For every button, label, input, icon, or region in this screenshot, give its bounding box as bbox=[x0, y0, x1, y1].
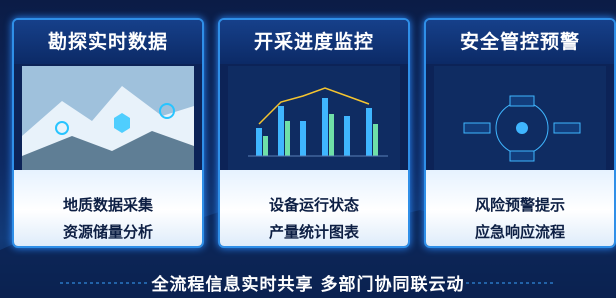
chart-image bbox=[228, 66, 400, 176]
panel-line: 产量统计图表 bbox=[220, 221, 408, 242]
diagram-image bbox=[434, 66, 606, 176]
panel: 安全管控预警 风险预警提示 应急响应流程 bbox=[424, 18, 616, 248]
panel-line: 风险预警提示 bbox=[426, 194, 614, 215]
panel: 开采进度监控 设备运行状态 产量统计图表 bbox=[218, 18, 410, 248]
banner: 勘探实时数据 地质数据采集 资源储量分析 开采进度监控 bbox=[0, 0, 616, 298]
panel-line: 应急响应流程 bbox=[426, 221, 614, 242]
footer-slogan: 全流程信息实时共享 多部门协同联云动 bbox=[0, 270, 616, 295]
panel-line: 资源储量分析 bbox=[14, 221, 202, 242]
panel-title: 安全管控预警 bbox=[426, 20, 614, 64]
panel: 勘探实时数据 地质数据采集 资源储量分析 bbox=[12, 18, 204, 248]
panel-text-area: 风险预警提示 应急响应流程 bbox=[426, 170, 614, 248]
panel-title: 勘探实时数据 bbox=[14, 20, 202, 64]
panel-text-area: 地质数据采集 资源储量分析 bbox=[14, 170, 202, 248]
panel-text-area: 设备运行状态 产量统计图表 bbox=[220, 170, 408, 248]
panel-line: 地质数据采集 bbox=[14, 194, 202, 215]
mountain-image bbox=[22, 66, 194, 176]
panel-title: 开采进度监控 bbox=[220, 20, 408, 64]
panel-line: 设备运行状态 bbox=[220, 194, 408, 215]
